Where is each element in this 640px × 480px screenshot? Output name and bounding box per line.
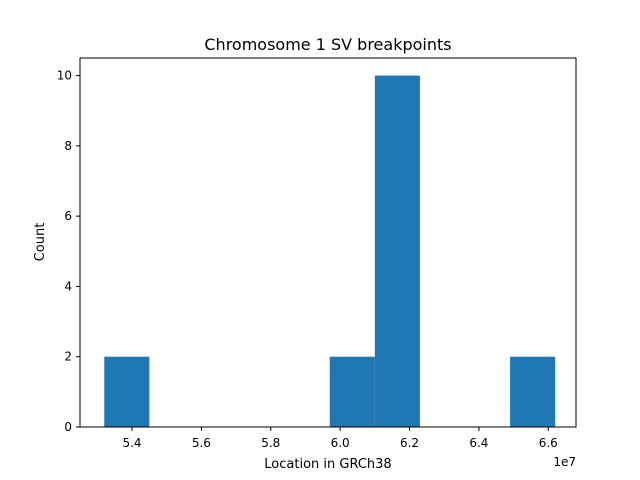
histogram-bar-6	[374, 75, 420, 427]
histogram-bar-9	[510, 356, 556, 427]
histogram-bar-0	[104, 356, 150, 427]
y-tick-label-2: 4	[64, 279, 72, 293]
x-axis-ticks: 5.4 5.6 5.8 6.0 6.2 6.4 6.6	[122, 427, 558, 450]
x-tick-label-4: 6.2	[400, 436, 419, 450]
y-tick-label-5: 10	[57, 69, 72, 83]
x-tick-label-5: 6.4	[469, 436, 488, 450]
x-axis-label: Location in GRCh38	[264, 457, 391, 472]
x-tick-label-6: 6.6	[539, 436, 558, 450]
bars-group	[104, 75, 556, 427]
y-tick-label-1: 2	[64, 350, 72, 364]
y-tick-label-3: 6	[64, 209, 72, 223]
y-axis-label: Count	[33, 223, 48, 262]
x-tick-label-2: 5.8	[261, 436, 280, 450]
x-axis-offset-label: 1e7	[553, 455, 576, 469]
y-axis-ticks: 0 2 4 6 8 10	[57, 69, 80, 434]
y-tick-label-0: 0	[64, 420, 72, 434]
histogram-bar-5	[329, 356, 375, 427]
x-tick-label-1: 5.6	[192, 436, 211, 450]
plot-frame	[79, 57, 577, 428]
y-tick-label-4: 8	[64, 139, 72, 153]
chart-title: Chromosome 1 SV breakpoints	[204, 35, 451, 54]
x-tick-label-0: 5.4	[122, 436, 141, 450]
x-tick-label-3: 6.0	[331, 436, 350, 450]
